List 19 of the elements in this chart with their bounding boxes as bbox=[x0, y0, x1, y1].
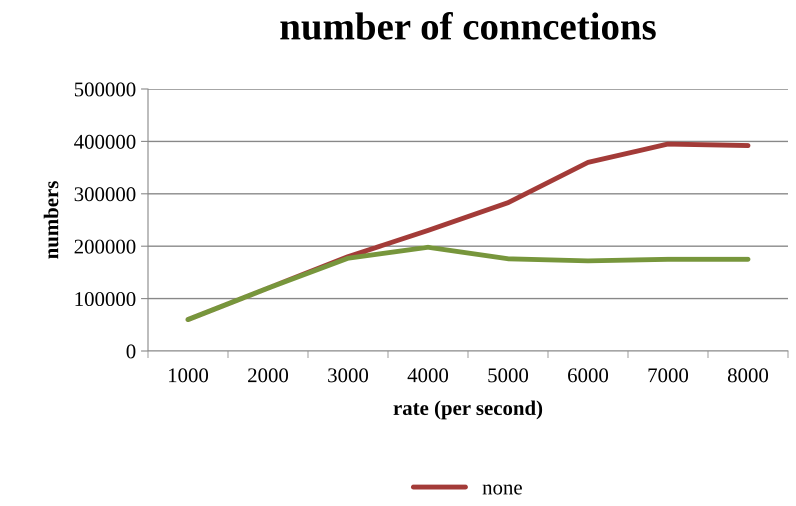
legend-label: none bbox=[482, 484, 522, 495]
x-tick-label: 6000 bbox=[568, 368, 608, 382]
x-tick-label: 4000 bbox=[408, 368, 448, 382]
y-tick-label: 0 bbox=[126, 344, 136, 358]
x-tick-label: 1000 bbox=[169, 368, 208, 382]
line-series bbox=[186, 244, 750, 322]
y-tick-label: 200000 bbox=[74, 240, 136, 254]
chart-title: number of conncetions bbox=[280, 12, 656, 40]
x-tick-label: 7000 bbox=[648, 368, 688, 382]
y-tick-label: 300000 bbox=[74, 187, 136, 202]
x-tick-label: 5000 bbox=[488, 368, 528, 382]
y-tick-label: 500000 bbox=[74, 82, 136, 96]
x-tick-label: 8000 bbox=[728, 368, 768, 382]
x-tick-label: 3000 bbox=[328, 368, 368, 382]
y-tick-label: 400000 bbox=[74, 134, 136, 149]
x-axis-title: rate (per second) bbox=[394, 400, 542, 420]
y-axis-title: numbers bbox=[44, 181, 58, 259]
y-tick-label: 100000 bbox=[76, 292, 136, 306]
x-tick-label: 2000 bbox=[248, 368, 288, 382]
